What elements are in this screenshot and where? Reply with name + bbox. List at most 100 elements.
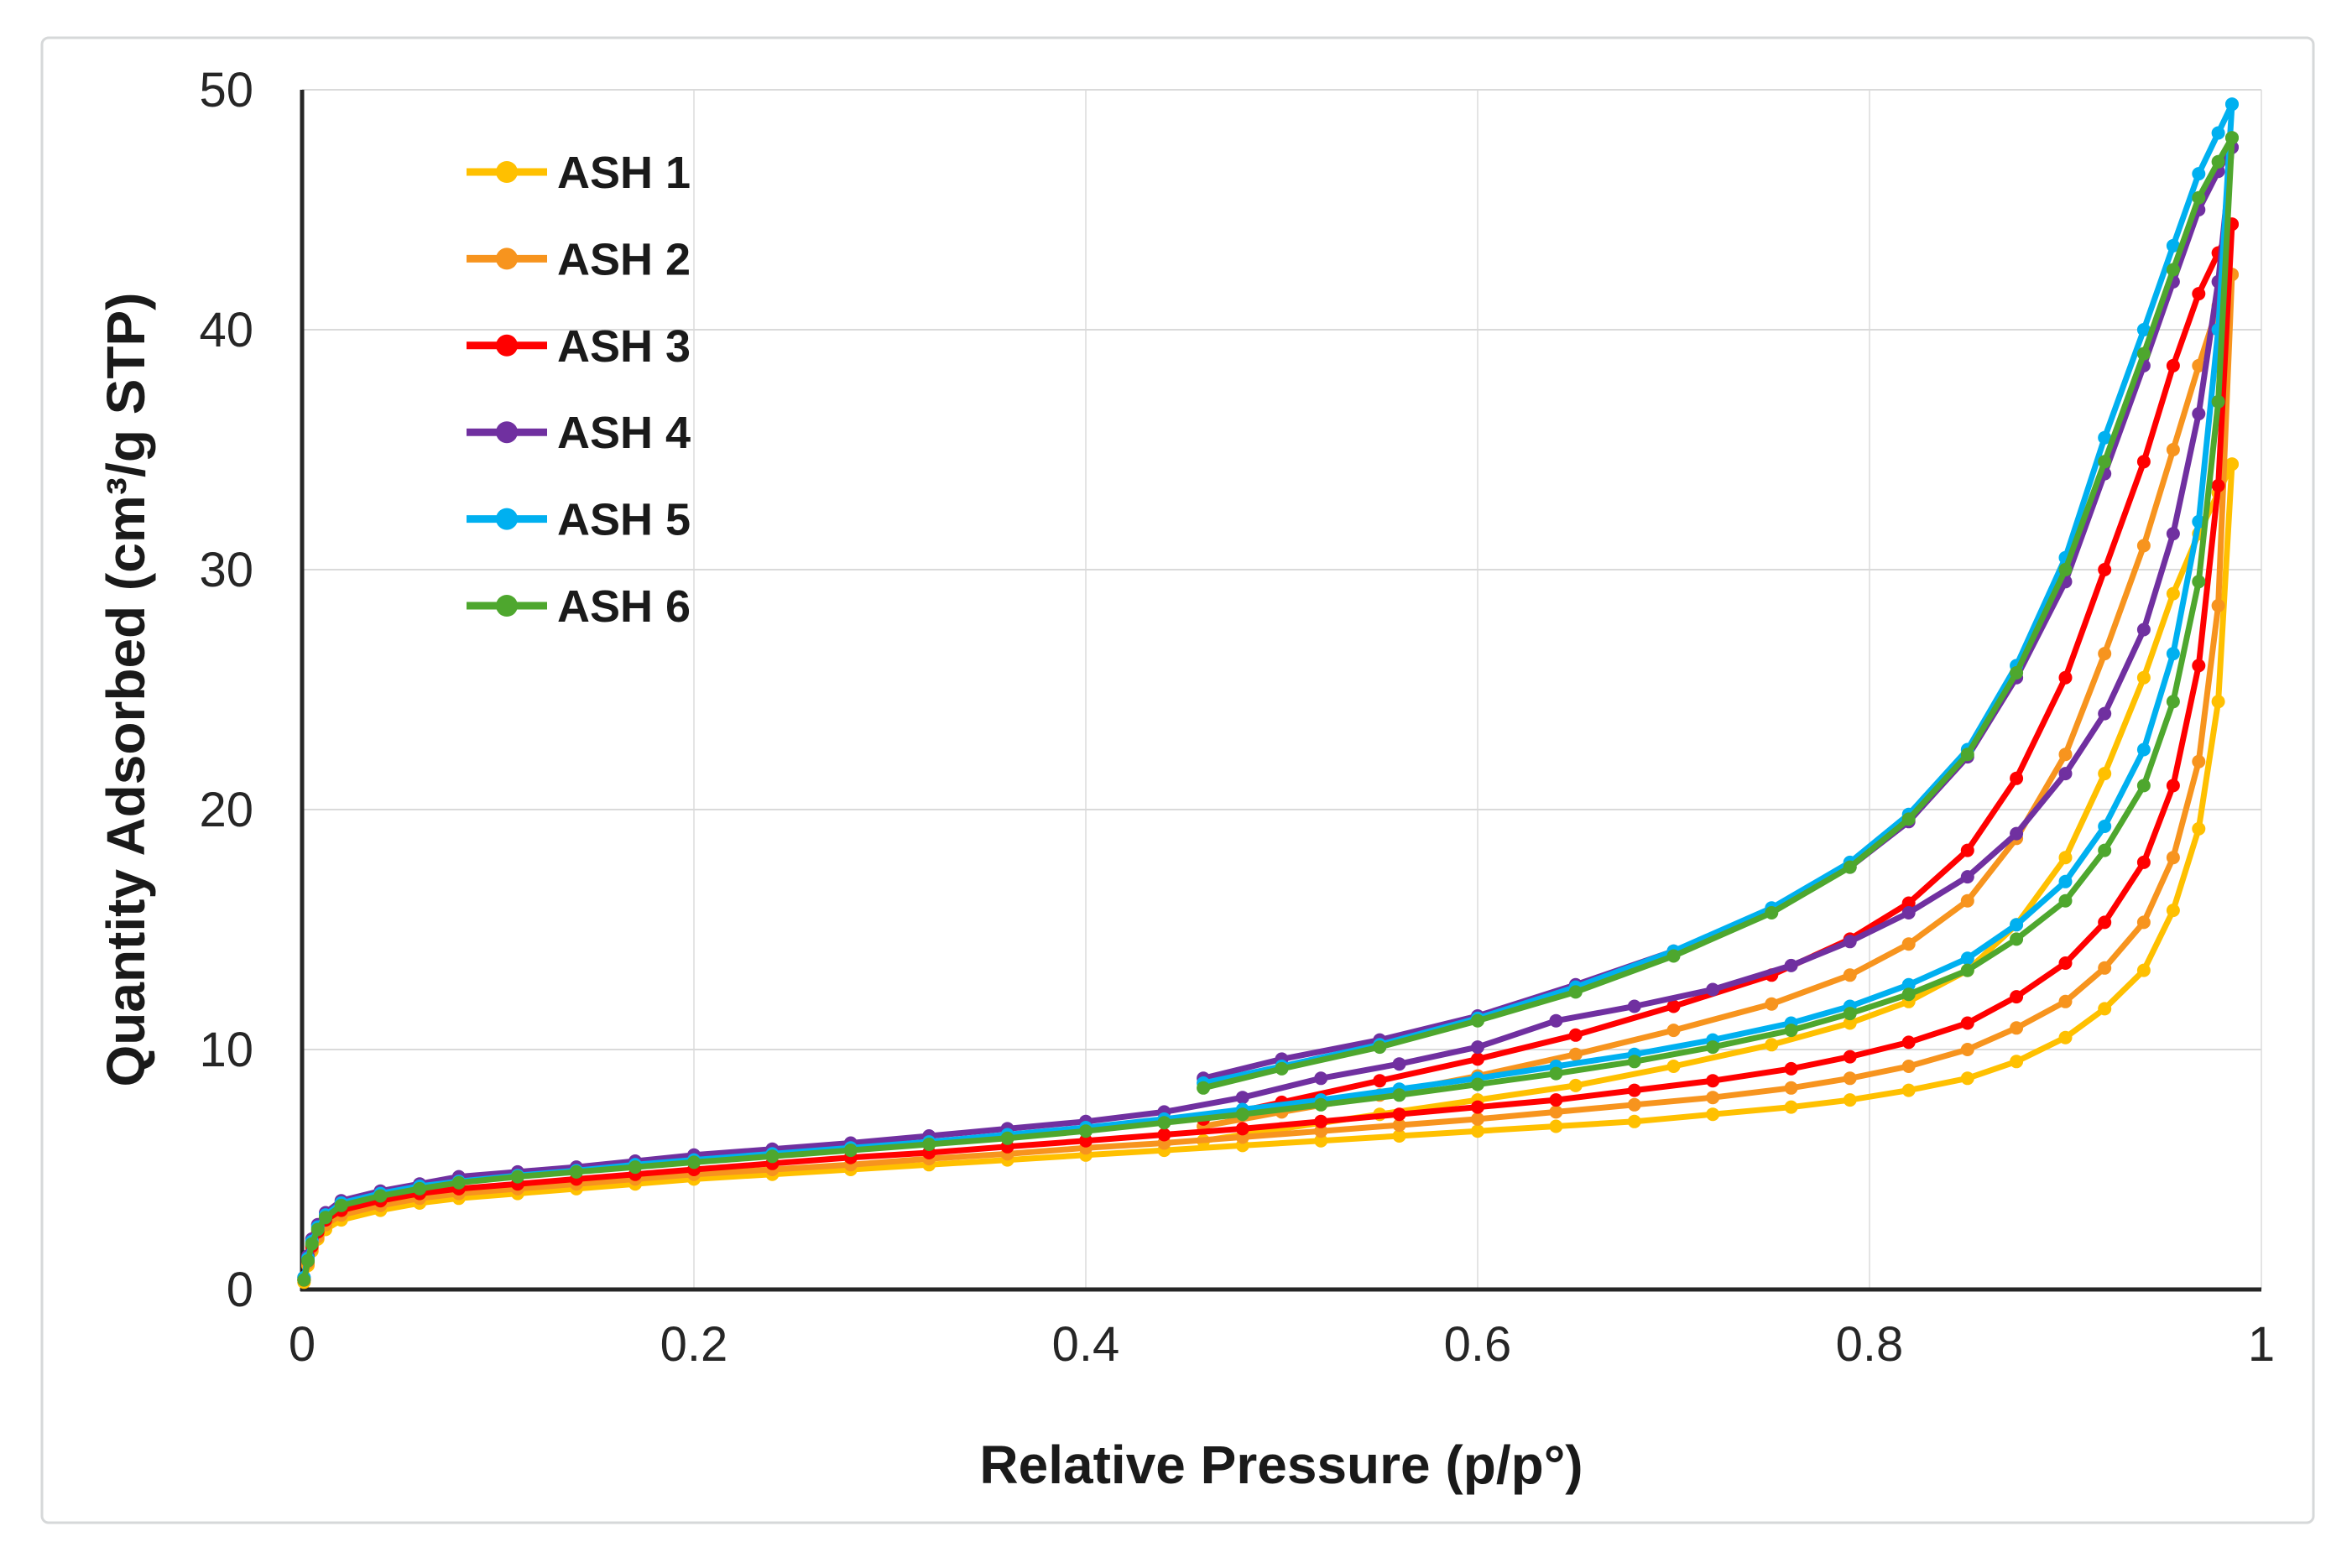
ash-6-desorption-marker [1901, 812, 1916, 826]
ash-3-adsorption-marker [1235, 1122, 1249, 1136]
ash-3-adsorption-marker [1549, 1093, 1563, 1107]
ash-3-adsorption-marker [2211, 478, 2225, 492]
ash-2-desorption-marker [1960, 893, 1974, 908]
ash-1-desorption-marker [1568, 1078, 1583, 1092]
ash-1-adsorption-marker [2098, 1002, 2112, 1016]
ash-6-desorption-marker [1960, 748, 1974, 762]
legend-marker-ash-2 [496, 247, 518, 270]
ash-4-adsorption-marker [2136, 623, 2151, 637]
ash-1-adsorption-marker [1549, 1119, 1563, 1133]
ash-4-adsorption-marker [1314, 1071, 1328, 1086]
ash-3-desorption-marker [2166, 358, 2180, 372]
ash-2-adsorption-marker [1471, 1112, 1484, 1126]
ash-6-desorption-marker [1765, 906, 1779, 919]
ash-6-adsorption-marker [1901, 987, 1916, 1002]
legend-item-ash-1: ASH 1 [467, 148, 691, 198]
x-tick-label: 0.2 [660, 1317, 728, 1372]
ash-2-adsorption-marker [2010, 1021, 2024, 1035]
ash-6-desorption-marker [1197, 1081, 1211, 1095]
ash-6-desorption-marker [2010, 666, 2024, 680]
ash-6-desorption-marker [2166, 263, 2180, 277]
ash-6-desorption-marker [1471, 1013, 1484, 1028]
legend-label-ash-2: ASH 2 [557, 234, 691, 284]
ash-2-adsorption-marker [1901, 1060, 1916, 1073]
ash-3-adsorption-marker [1471, 1100, 1484, 1114]
ash-6-desorption-marker [1373, 1040, 1387, 1055]
ash-3-desorption-marker [2136, 455, 2151, 469]
ash-6-desorption-marker [2098, 455, 2112, 469]
legend-label-ash-1: ASH 1 [557, 148, 691, 198]
legend-marker-ash-5 [496, 508, 518, 530]
ash-1-adsorption-marker [1471, 1124, 1484, 1138]
ash-6-adsorption-marker [1392, 1088, 1406, 1102]
ash-6-adsorption-marker [2098, 843, 2112, 857]
legend-marker-ash-1 [496, 161, 518, 183]
ash-6-adsorption-marker [1627, 1055, 1641, 1069]
ash-3-desorption-marker [2192, 287, 2206, 301]
ash-6-adsorption-line [300, 134, 2235, 1284]
x-tick-label: 0.8 [1836, 1317, 1904, 1372]
ash-3-adsorption-marker [1784, 1061, 1798, 1076]
ash-6-adsorption-marker [628, 1160, 642, 1175]
ash-6-adsorption-marker [2166, 695, 2180, 709]
ash-4-adsorption-marker [2192, 407, 2206, 421]
ash-4-adsorption-marker [1960, 870, 1974, 884]
ash-6-adsorption-curve [297, 131, 2239, 1287]
ash-2-adsorption-marker [1843, 1071, 1857, 1086]
ash-3-adsorption-marker [1706, 1074, 1720, 1088]
ash-2-desorption-marker [2192, 358, 2206, 372]
ash-5-adsorption-marker [2010, 918, 2024, 932]
ash-6-desorption-marker [2225, 131, 2239, 145]
ash-1-desorption-marker [2058, 851, 2073, 865]
ash-3-adsorption-marker [1079, 1133, 1093, 1148]
ash-2-desorption-marker [1901, 937, 1916, 951]
ash-2-desorption-marker [1568, 1047, 1583, 1061]
ash-6-desorption-line [1200, 134, 2235, 1091]
ash-1-adsorption-marker [2166, 904, 2180, 918]
ash-6-adsorption-marker [510, 1169, 524, 1184]
ash-4-adsorption-marker [1843, 935, 1857, 949]
ash-1-desorption-marker [1666, 1060, 1681, 1073]
ash-6-adsorption-marker [1314, 1097, 1328, 1112]
ash-4-adsorption-marker [1471, 1040, 1484, 1055]
ash-2-desorption-marker [1843, 968, 1857, 982]
ash-3-desorption-marker [2010, 771, 2024, 785]
legend-label-ash-6: ASH 6 [557, 581, 691, 632]
ash-3-desorption-marker [1373, 1074, 1387, 1088]
ash-1-adsorption-marker [2211, 695, 2225, 709]
ash-6-adsorption-marker [2192, 575, 2206, 589]
ash-2-desorption-marker [1765, 997, 1779, 1011]
ash-3-desorption-marker [1901, 896, 1916, 910]
ash-2-desorption-line [1200, 271, 2235, 1129]
ash-2-desorption-marker [2058, 748, 2073, 762]
legend-marker-ash-3 [496, 334, 518, 357]
ash-6-adsorption-marker [297, 1273, 311, 1287]
legend-marker-ash-4 [496, 421, 518, 444]
ash-2-adsorption-marker [1960, 1043, 1974, 1056]
ash-6-desorption-marker [1568, 985, 1583, 999]
ash-4-adsorption-marker [1235, 1091, 1249, 1105]
ash-1-adsorption-marker [2136, 963, 2151, 977]
ash-6-adsorption-marker [922, 1138, 936, 1151]
ash-6-adsorption-marker [334, 1198, 348, 1212]
axes [300, 90, 2261, 1292]
ash-5-desorption-marker [2166, 238, 2180, 253]
ash-3-adsorption-marker [2058, 956, 2073, 970]
ash-2-adsorption-marker [1706, 1091, 1720, 1105]
ash-3-adsorption-marker [1843, 1050, 1857, 1064]
legend-label-ash-3: ASH 3 [557, 321, 691, 372]
legend-label-ash-5: ASH 5 [557, 495, 691, 545]
y-tick-label: 40 [199, 303, 253, 357]
ash-4-adsorption-marker [2010, 826, 2024, 841]
ash-2-adsorption-marker [1392, 1118, 1406, 1133]
ash-1-desorption-marker [1843, 1016, 1857, 1030]
ash-3-adsorption-marker [1157, 1128, 1171, 1142]
ash-6-adsorption-marker [413, 1181, 427, 1196]
ash-6-adsorption-marker [1784, 1024, 1798, 1038]
ash-6-adsorption-marker [1157, 1116, 1171, 1130]
series-layer [297, 97, 2239, 1289]
ash-4-adsorption-marker [2058, 767, 2073, 781]
ash-4-adsorption-marker [2166, 527, 2180, 541]
ash-6-adsorption-marker [1960, 963, 1974, 977]
